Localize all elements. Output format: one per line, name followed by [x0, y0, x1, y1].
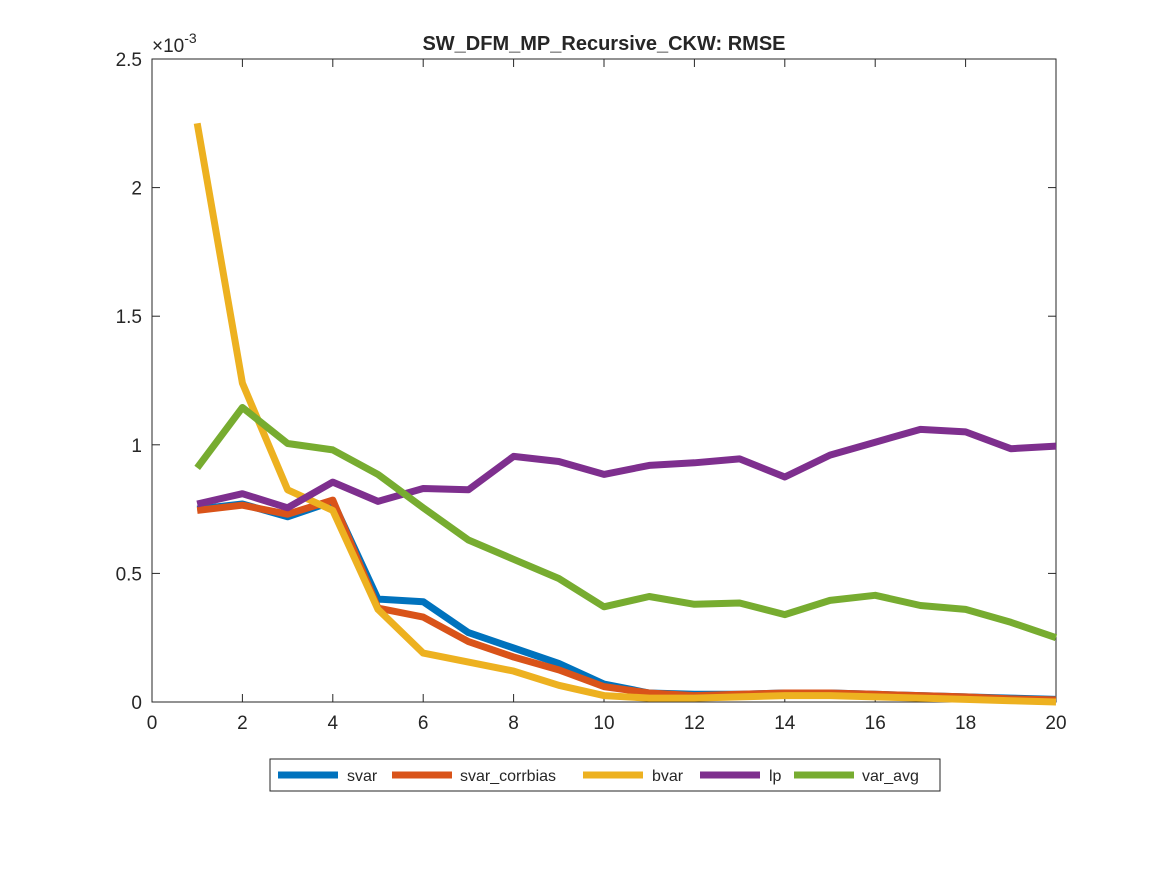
series-lines	[193, 122, 1058, 706]
x-tick-label: 14	[774, 713, 796, 734]
x-tick-label: 8	[508, 713, 519, 734]
y-tick-label: 0	[131, 693, 142, 714]
legend-label-lp: lp	[769, 768, 782, 785]
y-exponent-power: -3	[184, 30, 197, 46]
legend-label-var-avg: var_avg	[862, 768, 919, 785]
legend-label-svar: svar	[347, 768, 378, 785]
x-tick-label: 18	[955, 713, 976, 734]
y-exponent-base: ×10	[152, 36, 184, 57]
x-tick-label: 10	[593, 713, 614, 734]
axis-ticks: 0 2 4 6 8 10 12 14 16 18 20 0 0.5 1 1.5 2 2.5	[116, 50, 1067, 734]
x-tick-label: 4	[328, 713, 339, 734]
y-tick-label: 1.5	[116, 307, 142, 328]
chart-title: SW_DFM_MP_Recursive_CKW: RMSE	[422, 33, 785, 55]
x-tick-label: 12	[684, 713, 705, 734]
legend-label-svar-corrbias: svar_corrbias	[460, 768, 556, 785]
x-tick-label: 16	[865, 713, 886, 734]
x-tick-label: 2	[237, 713, 248, 734]
series-line-var-avg	[194, 404, 1058, 642]
y-tick-label: 0.5	[116, 564, 142, 585]
x-tick-label: 6	[418, 713, 429, 734]
y-tick-label: 2.5	[116, 50, 142, 71]
x-tick-label: 20	[1045, 713, 1066, 734]
y-exponent-label: ×10-3	[152, 30, 197, 57]
legend-label-bvar: bvar	[652, 768, 684, 785]
x-tick-label: 0	[147, 713, 158, 734]
y-tick-label: 1	[131, 436, 142, 457]
series-line-bvar	[193, 122, 1057, 706]
y-tick-label: 2	[131, 179, 142, 200]
series-line-lp	[196, 425, 1057, 512]
legend: svar svar_corrbias bvar lp var_avg	[269, 758, 941, 792]
